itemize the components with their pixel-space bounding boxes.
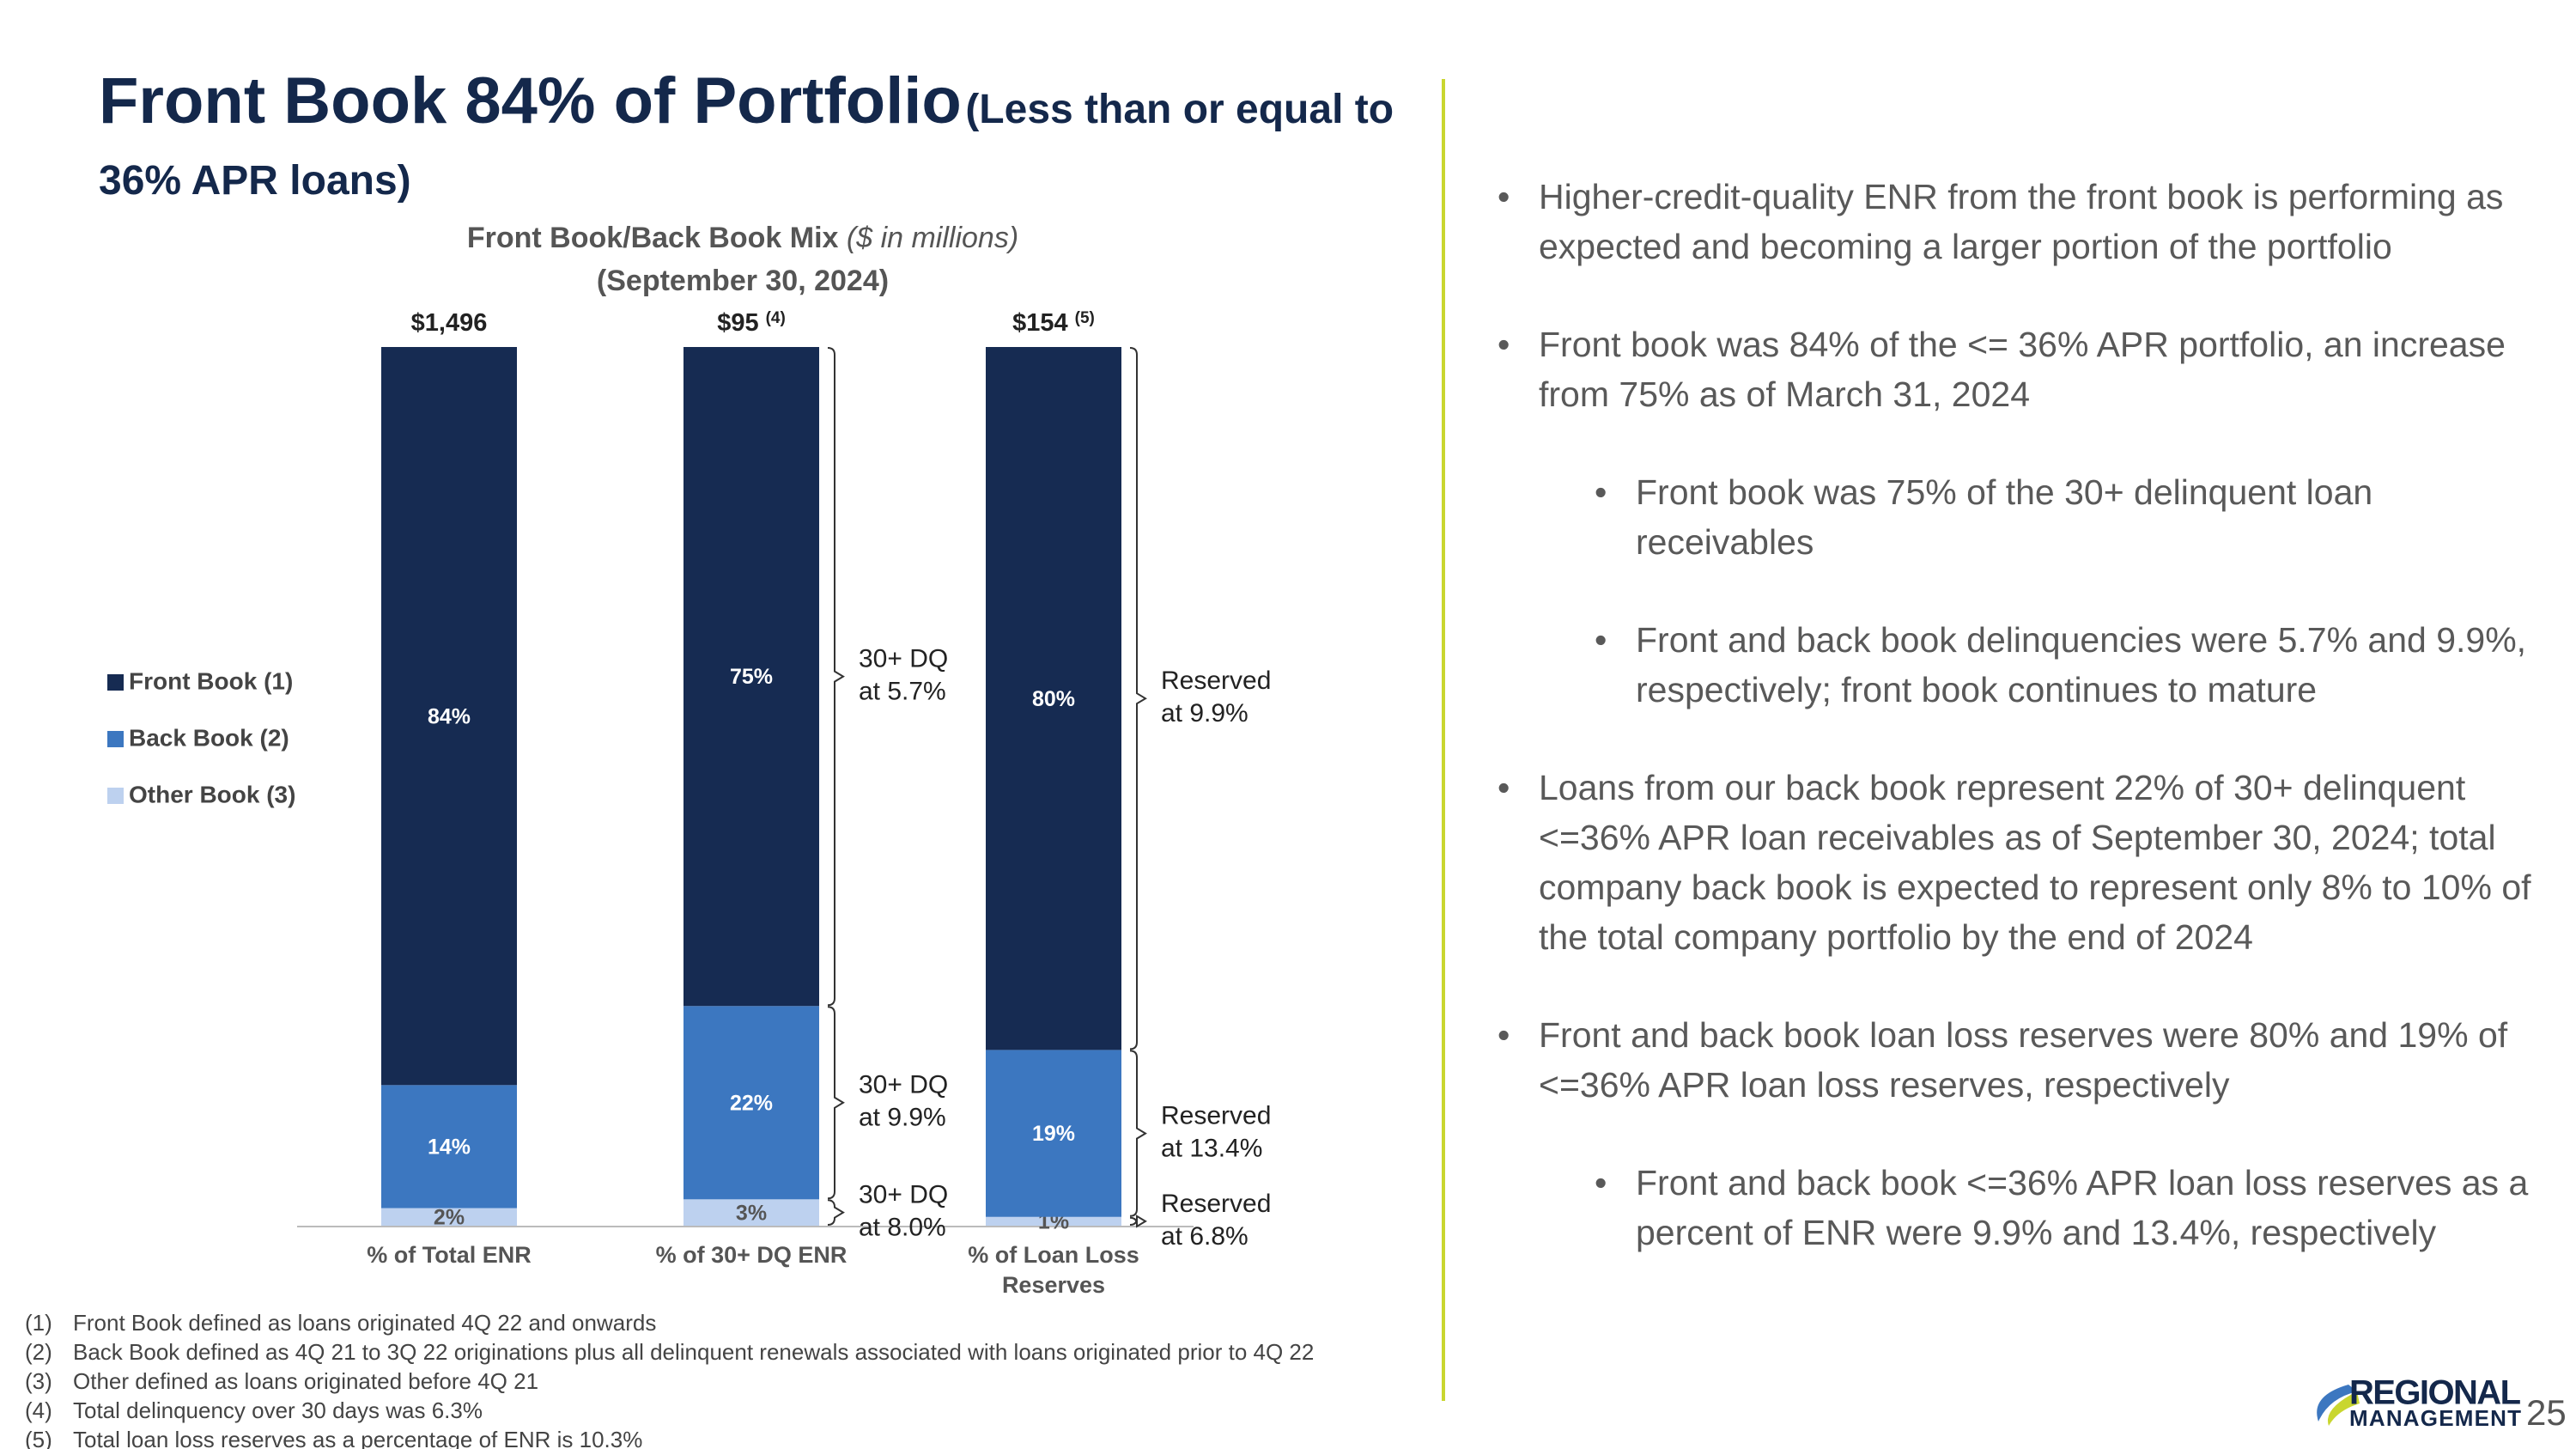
bracket-label: Reserved bbox=[1161, 667, 1271, 695]
footnote: (2) Back Book defined as 4Q 21 to 3Q 22 o… bbox=[25, 1337, 1314, 1367]
chart-title: Front Book/Back Book Mix ($ in millions)… bbox=[399, 216, 1086, 302]
legend-label: Front Book (1) bbox=[129, 667, 293, 694]
total-value: $1,496 bbox=[411, 309, 488, 337]
legend-swatch bbox=[107, 731, 124, 747]
bar-segment bbox=[683, 1199, 819, 1226]
bar-segment bbox=[986, 347, 1121, 1050]
footnote-text: Back Book defined as 4Q 21 to 3Q 22 orig… bbox=[73, 1339, 1315, 1365]
bullet-text: Loans from our back book represent 22% o… bbox=[1539, 768, 2531, 957]
bar-segment bbox=[381, 1208, 517, 1226]
page-number: 25 bbox=[2526, 1392, 2567, 1433]
bracket-label: at 5.7% bbox=[859, 678, 946, 706]
x-tick-label: % of Total ENR bbox=[367, 1242, 532, 1268]
value-label: 22% bbox=[730, 1091, 773, 1115]
logo-swoosh bbox=[2327, 1391, 2360, 1426]
bar-segment bbox=[683, 1006, 819, 1200]
value-label: 80% bbox=[1032, 687, 1075, 711]
sub-bullet: Front book was 75% of the 30+ delinquent… bbox=[1498, 467, 2554, 567]
total-label: $154 (5) bbox=[1012, 309, 1095, 337]
bracket-label: at 6.8% bbox=[1161, 1222, 1249, 1251]
footnote-number: (3) bbox=[25, 1368, 52, 1394]
value-label: 3% bbox=[736, 1201, 767, 1225]
bracket-label: at 13.4% bbox=[1161, 1135, 1262, 1163]
bullet: Loans from our back book represent 22% o… bbox=[1498, 763, 2554, 962]
value-label: 14% bbox=[428, 1135, 471, 1160]
chart-subtitle: (September 30, 2024) bbox=[596, 265, 890, 297]
bracket bbox=[827, 1199, 845, 1226]
bracket-label: Reserved bbox=[1161, 1102, 1271, 1130]
sub-bullet: Front and back book delinquencies were 5… bbox=[1498, 615, 2554, 715]
footnote: (4) Total delinquency over 30 days was 6.… bbox=[25, 1396, 1314, 1425]
footnote-text: Other defined as loans originated before… bbox=[73, 1368, 539, 1394]
value-label: 19% bbox=[1032, 1122, 1075, 1146]
value-label: 84% bbox=[428, 704, 471, 728]
legend-swatch bbox=[107, 788, 124, 804]
total-value: $154 bbox=[1012, 309, 1068, 337]
x-tick-label: % of 30+ DQ ENR bbox=[655, 1242, 848, 1268]
logo-text: REGIONAL bbox=[2349, 1374, 2521, 1412]
footnotes: (1) Front Book defined as loans originate… bbox=[25, 1308, 1314, 1449]
total-label: $95 (4) bbox=[717, 309, 786, 337]
title-main: Front Book 84% of Portfolio bbox=[99, 64, 962, 137]
total-note: (4) bbox=[766, 309, 786, 327]
bar-segment bbox=[381, 347, 517, 1086]
bar-segment bbox=[986, 1216, 1121, 1226]
bracket-label: 30+ DQ bbox=[859, 645, 948, 673]
bullet: Front and back book loan loss reserves w… bbox=[1498, 1010, 2554, 1257]
bracket-label: at 8.0% bbox=[859, 1214, 946, 1242]
footnote: (3) Other defined as loans originated bef… bbox=[25, 1367, 1314, 1396]
bar-segment bbox=[381, 1085, 517, 1209]
footnote-number: (2) bbox=[25, 1339, 52, 1365]
bar-segment bbox=[683, 347, 819, 1007]
total-note: (5) bbox=[1075, 309, 1095, 327]
total-label: $1,496 bbox=[411, 309, 488, 337]
bracket-label: at 9.9% bbox=[859, 1104, 946, 1132]
footnote-text: Front Book defined as loans originated 4… bbox=[73, 1310, 657, 1336]
footnote-number: (1) bbox=[25, 1310, 52, 1336]
logo: REGIONAL MANAGEMENT 25 bbox=[2317, 1374, 2567, 1433]
bracket bbox=[827, 347, 845, 1007]
footnote-number: (5) bbox=[25, 1427, 52, 1449]
chart-title-note: ($ in millions) bbox=[846, 222, 1019, 254]
value-label: 75% bbox=[730, 665, 773, 689]
bullet-text: Higher-credit-quality ENR from the front… bbox=[1539, 177, 2504, 266]
bullet-text: Front book was 84% of the <= 36% APR por… bbox=[1539, 325, 2506, 414]
bullet: Higher-credit-quality ENR from the front… bbox=[1498, 172, 2554, 271]
bar-segment bbox=[986, 1050, 1121, 1217]
sub-bullet: Front and back book <=36% APR loan loss … bbox=[1498, 1158, 2554, 1257]
bullet-list: Higher-credit-quality ENR from the front… bbox=[1498, 172, 2554, 1306]
bullet-text: Front and back book loan loss reserves w… bbox=[1539, 1015, 2508, 1105]
footnote-text: Total loan loss reserves as a percentage… bbox=[73, 1427, 643, 1449]
footnote-number: (4) bbox=[25, 1397, 52, 1423]
footnote: (1) Front Book defined as loans originate… bbox=[25, 1308, 1314, 1337]
bracket bbox=[827, 1006, 845, 1200]
bracket bbox=[1129, 1050, 1147, 1217]
value-label: 2% bbox=[434, 1205, 465, 1229]
legend-label: Back Book (2) bbox=[129, 724, 289, 751]
bracket-label: 30+ DQ bbox=[859, 1071, 948, 1099]
bracket bbox=[1129, 347, 1147, 1050]
bracket bbox=[1129, 1215, 1147, 1228]
bullet: Front book was 84% of the <= 36% APR por… bbox=[1498, 320, 2554, 715]
chart-title-main: Front Book/Back Book Mix bbox=[466, 222, 839, 254]
logo-swoosh bbox=[2317, 1385, 2357, 1422]
legend-label: Other Book (3) bbox=[129, 781, 295, 807]
title-note: (Less than or equal to 36% APR loans) bbox=[99, 87, 1394, 204]
bracket-label: Reserved bbox=[1161, 1190, 1271, 1218]
total-value: $95 bbox=[717, 309, 758, 337]
logo-text: MANAGEMENT bbox=[2349, 1405, 2521, 1431]
x-tick-label: % of Loan Loss Reserves bbox=[968, 1242, 1139, 1298]
bracket-label: at 9.9% bbox=[1161, 699, 1249, 728]
legend-swatch bbox=[107, 674, 124, 691]
slide-title: Front Book 84% of Portfolio (Less than o… bbox=[99, 69, 1438, 222]
bracket-label: 30+ DQ bbox=[859, 1181, 948, 1209]
footnote-text: Total delinquency over 30 days was 6.3% bbox=[73, 1397, 483, 1423]
footnote: (5) Total loan loss reserves as a percent… bbox=[25, 1425, 1314, 1449]
